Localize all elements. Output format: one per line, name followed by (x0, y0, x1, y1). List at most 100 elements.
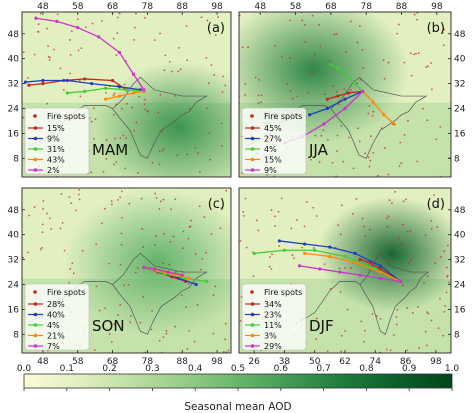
y-tick-label: 40 (454, 55, 466, 65)
trajectory-point (117, 85, 122, 89)
y-tick-label: 40 (8, 55, 20, 65)
trajectory-point (325, 106, 329, 111)
trajectory-point (303, 242, 307, 246)
panel-label: (c) (208, 197, 225, 212)
panel-label: (b) (427, 21, 445, 36)
x-tick-label: 48 (254, 2, 266, 12)
y-tick-label: 32 (8, 80, 19, 90)
trajectory-point (329, 63, 333, 67)
legend: Fire spots 15% 9%31% 43%2% (24, 107, 90, 175)
trajectory-point (382, 113, 386, 117)
trajectory-line (309, 90, 363, 116)
trajectory-line (330, 64, 364, 92)
y-tick-label: 24 (454, 281, 466, 291)
map-panel-mam: 48 58 68 78 88 98 48 40 32 24 16 8 (a) Fire spots 15% 9… (8, 2, 232, 178)
y-tick-label: 24 (8, 105, 20, 115)
trajectory-point (343, 106, 347, 111)
y-tick-label: 48 (454, 206, 466, 216)
y-tick-label: 16 (8, 305, 20, 315)
trajectory-line (327, 90, 363, 100)
legend-entry-trajectory: 4% (47, 321, 60, 330)
trajectory-point (180, 273, 184, 277)
trajectory-point (277, 239, 281, 243)
trajectory-point (27, 83, 31, 87)
legend-entry-trajectory: 43% (47, 156, 65, 165)
legend-entry-fire-spots: Fire spots (264, 288, 302, 297)
x-tick-label: 58 (72, 357, 84, 367)
trajectory-line (279, 240, 401, 282)
x-tick-label: 74 (370, 357, 382, 367)
season-label: JJA (308, 141, 329, 159)
season-label: MAM (92, 141, 128, 159)
legend-entry-trajectory: 27% (264, 135, 282, 144)
country-borders (330, 76, 428, 159)
trajectory-point (166, 270, 170, 274)
colorbar-tick-label: 0.8 (359, 364, 374, 374)
y-tick-label: 8 (13, 154, 19, 164)
legend-entry-fire-spots: Fire spots (47, 112, 85, 121)
trajectory-point (41, 82, 45, 86)
trajectory-line (25, 79, 141, 91)
trajectory-point (34, 16, 38, 20)
y-tick-label: 48 (8, 30, 20, 40)
trajectory-point (328, 254, 332, 259)
trajectory-point (378, 276, 382, 280)
season-label: DJF (309, 317, 334, 335)
x-tick-label: 78 (142, 2, 154, 12)
x-tick-label: 58 (290, 2, 302, 12)
trajectory-point (343, 254, 347, 259)
y-tick-label: 40 (8, 231, 20, 241)
panel-label: (d) (427, 197, 445, 212)
legend-entry-trajectory: 23% (264, 311, 282, 320)
trajectory-point (343, 97, 347, 101)
trajectory-point (346, 75, 351, 79)
y-tick-label: 48 (8, 206, 20, 216)
x-tick-label: 58 (72, 2, 84, 12)
y-tick-label: 40 (454, 231, 466, 241)
legend-entry-trajectory: 9% (47, 135, 60, 144)
trajectory-point (378, 267, 382, 271)
trajectory-point (55, 19, 59, 23)
colorbar-tick-label: 1.0 (445, 364, 460, 374)
trajectory-point (252, 251, 256, 255)
y-tick-label: 8 (454, 154, 460, 164)
y-tick-label: 8 (13, 330, 19, 340)
colorbar-tick-label: 0.6 (274, 364, 289, 374)
x-tick-label: 98 (431, 2, 443, 12)
trajectory-point (358, 273, 362, 277)
x-tick-label: 48 (37, 2, 49, 12)
x-tick-label: 48 (37, 357, 49, 367)
trajectory-point (117, 94, 122, 98)
panel-frame (21, 11, 232, 178)
trajectory-line (143, 266, 183, 276)
y-tick-label: 32 (8, 256, 19, 266)
trajectory-point (124, 88, 129, 92)
trajectory-point (205, 279, 209, 283)
legend-entry-trajectory: 2% (47, 166, 60, 175)
legend-entry-trajectory: 28% (47, 300, 65, 309)
country-borders (112, 252, 208, 335)
x-tick-label: 78 (142, 357, 154, 367)
trajectory-point (378, 270, 382, 274)
trajectory-line (299, 265, 401, 283)
y-tick-label: 16 (8, 129, 20, 139)
y-tick-label: 16 (454, 129, 466, 139)
trajectory-point (353, 251, 357, 255)
legend: Fire spots 34% 23%11% 3%29% (241, 283, 307, 351)
trajectory-point (104, 97, 108, 101)
colorbar-tick-label: 0.9 (402, 364, 417, 374)
x-tick-label: 26 (248, 357, 260, 367)
trajectory-line (28, 78, 127, 91)
y-tick-label: 16 (454, 305, 466, 315)
legend: Fire spots 28% 40%4% 21%7% (24, 283, 90, 351)
map-panel-jja: 48 58 68 78 88 98 48 40 32 24 16 8 (b) Fire spots 45% 2… (238, 2, 466, 178)
x-tick-label: 88 (177, 357, 189, 367)
map-panel-djf: 26 38 50 62 74 86 98 48 40 32 24 16 8 (d) Fire spots 34… (238, 187, 466, 367)
legend-entry-trajectory: 45% (264, 124, 282, 133)
legend-entry-trajectory: 4% (264, 145, 277, 154)
trajectory-point (97, 35, 101, 39)
colorbar-tick-label: 0.7 (316, 364, 330, 374)
x-tick-label: 62 (339, 357, 350, 367)
colorbar-tick-label: 0.5 (231, 364, 245, 374)
trajectory-point (117, 50, 122, 55)
